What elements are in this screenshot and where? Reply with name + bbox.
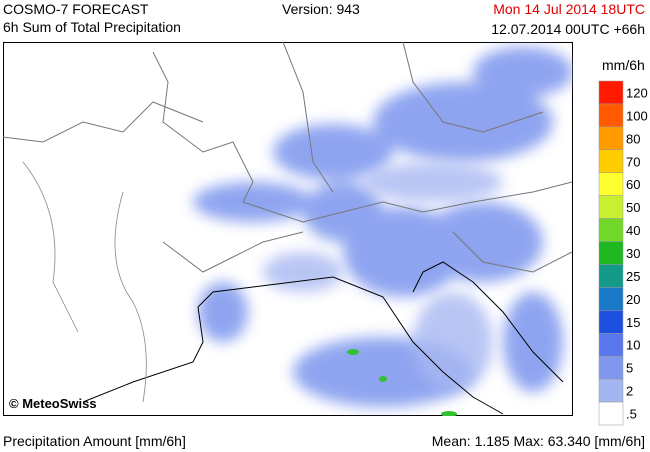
legend-label: 30 [626,246,640,261]
legend-swatch [598,80,624,105]
legend-label: 20 [626,292,640,307]
legend-label: 40 [626,223,640,238]
legend-swatch [598,241,624,265]
legend-swatch [598,401,624,426]
legend-label: 2 [626,384,633,399]
model: COSMO-7 FORECAST [3,1,149,17]
product: 6h Sum of Total Precipitation [3,19,181,35]
legend-label: 120 [626,85,648,100]
legend-swatch [598,264,624,288]
legend-swatch [598,287,624,311]
legend-unit: mm/6h [602,57,645,73]
legend-label: 10 [626,338,640,353]
legend-swatch [598,103,624,128]
legend-swatch [598,355,624,380]
legend-swatch [598,378,624,403]
map: © MeteoSwiss [3,42,573,416]
legend: 120 100 80 70 60 50 40 30 25 20 15 10 5 2 .5 [598,80,648,426]
legend-swatch [598,218,624,242]
legend-swatch [598,149,624,173]
footer-amount: Precipitation Amount [mm/6h] [3,433,186,449]
copyright: © MeteoSwiss [9,396,97,411]
legend-label: 60 [626,177,640,192]
legend-label: 15 [626,315,640,330]
legend-label: .5 [626,407,637,422]
legend-label: 25 [626,269,640,284]
legend-swatch [598,126,624,151]
legend-swatch [598,195,624,219]
version: Version: 943 [282,1,360,17]
run-time: 12.07.2014 00UTC +66h [491,21,645,37]
legend-label: 50 [626,200,640,215]
legend-swatch [598,333,624,357]
legend-swatch [598,310,624,334]
legend-swatch [598,172,624,196]
legend-label: 70 [626,154,640,169]
legend-label: 80 [626,131,640,146]
legend-label: 5 [626,361,633,376]
valid-time: Mon 14 Jul 2014 18UTC [493,1,645,17]
legend-label: 100 [626,108,648,123]
footer-stats: Mean: 1.185 Max: 63.340 [mm/6h] [431,433,645,449]
